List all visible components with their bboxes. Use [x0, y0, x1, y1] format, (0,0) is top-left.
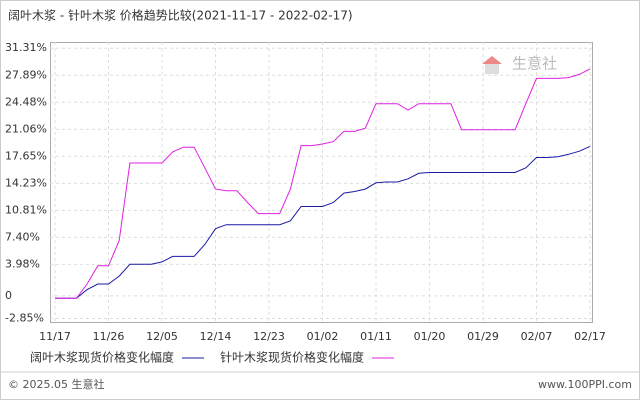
series-line — [55, 145, 591, 299]
x-tick-label: 12/14 — [200, 330, 232, 343]
y-tick-label: 7.40% — [5, 230, 40, 243]
y-tick-label: 31.31% — [5, 41, 47, 54]
x-tick-label: 01/11 — [360, 330, 392, 343]
footer-left: © 2025.05 生意社 — [8, 377, 104, 391]
x-tick-label: 11/26 — [93, 330, 125, 343]
chart-title: 阔叶木浆 - 针叶木浆 价格趋势比较(2021-11-17 - 2022-02-… — [8, 8, 353, 23]
x-tick-label: 02/17 — [574, 330, 606, 343]
y-tick-label: 24.48% — [5, 95, 47, 108]
y-tick-label: -2.85% — [5, 311, 44, 324]
watermark: 生意社 — [512, 55, 557, 73]
y-tick-label: 21.06% — [5, 122, 47, 135]
legend-label: 阔叶木浆现货价格变化幅度 — [30, 350, 174, 365]
x-tick-label: 02/07 — [521, 330, 553, 343]
y-tick-label: 0 — [5, 289, 12, 302]
x-tick-label: 11/17 — [39, 330, 71, 343]
x-tick-label: 01/20 — [414, 330, 446, 343]
series-line — [55, 68, 591, 299]
legend-label: 针叶木浆现货价格变化幅度 — [220, 350, 364, 365]
y-tick-label: 3.98% — [5, 257, 40, 270]
y-tick-label: 14.23% — [5, 176, 47, 189]
plot-frame — [50, 42, 593, 323]
x-tick-label: 12/05 — [146, 330, 178, 343]
x-tick-label: 01/29 — [467, 330, 499, 343]
x-tick-label: 12/23 — [253, 330, 285, 343]
x-tick-label: 01/02 — [307, 330, 339, 343]
y-tick-label: 27.89% — [5, 68, 47, 81]
watermark-logo: 生意社 — [482, 55, 557, 74]
footer-right: www.100PPI.com — [538, 378, 632, 391]
y-tick-label: 10.81% — [5, 203, 47, 216]
y-tick-label: 17.65% — [5, 149, 47, 162]
